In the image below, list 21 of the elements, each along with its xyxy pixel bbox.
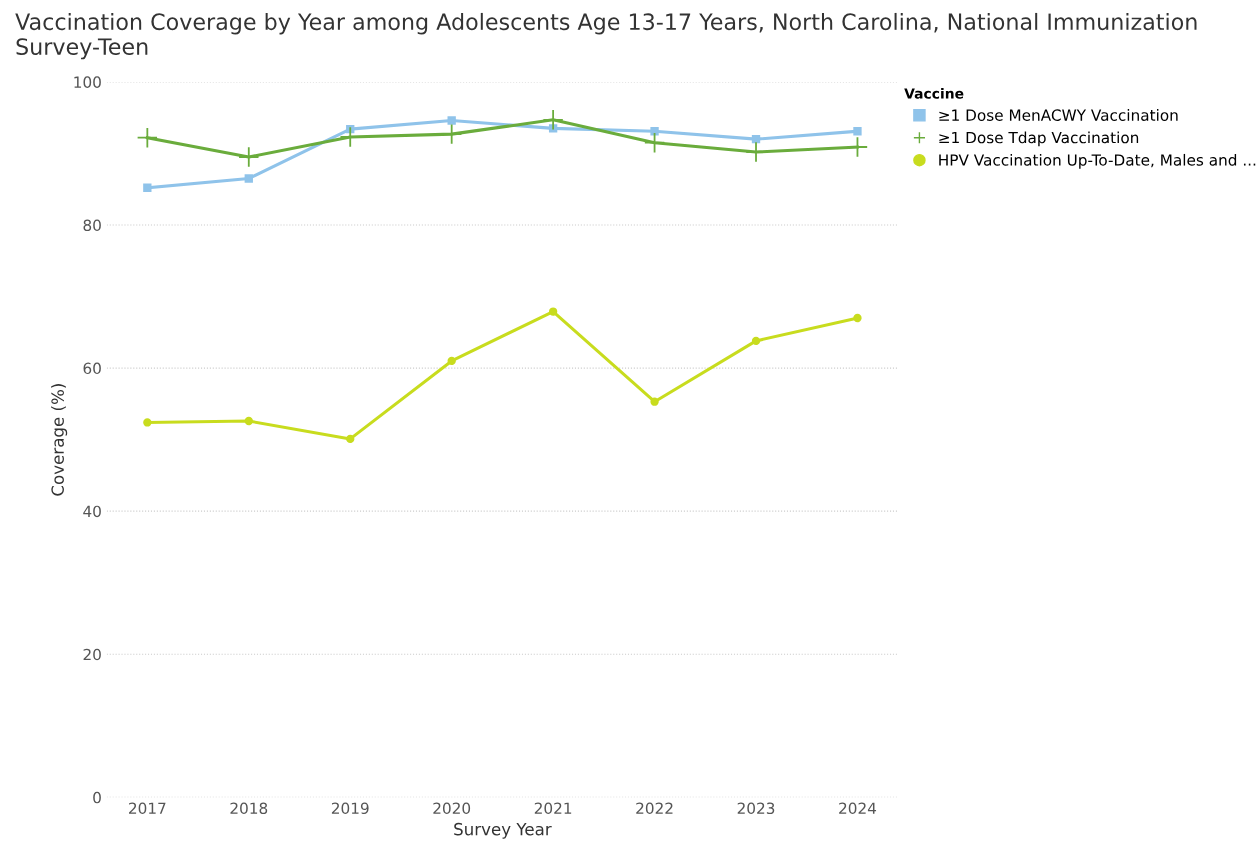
y-tick-label: 0 — [93, 791, 101, 804]
x-tick-label: 2019 — [331, 802, 369, 815]
y-tick-label: 100 — [74, 76, 101, 88]
x-tick-label: 2023 — [737, 802, 775, 815]
y-axis-title: Coverage (%) — [51, 384, 68, 496]
x-tick-label: 2022 — [636, 802, 673, 815]
y-tick-label: 80 — [83, 219, 101, 231]
x-tick-label: 2017 — [129, 802, 166, 815]
legend-label: HPV Vaccination Up-To-Date, Males and ... — [939, 153, 1256, 169]
x-tick-label: 2018 — [230, 802, 268, 815]
x-tick-label: 2024 — [839, 802, 877, 815]
legend-label: ≥1 Dose MenACWY Vaccination — [939, 109, 1178, 121]
x-tick-label: 2020 — [433, 802, 471, 815]
y-tick-label: 40 — [83, 505, 101, 518]
x-tick-label: 2021 — [534, 802, 572, 815]
y-tick-label: 20 — [83, 648, 101, 661]
x-axis-title: Survey Year — [454, 822, 552, 839]
y-tick-label: 60 — [83, 362, 101, 375]
legend-title: Vaccine — [904, 88, 964, 99]
legend-label: ≥1 Dose Tdap Vaccination — [939, 131, 1139, 147]
chart-title: Vaccination Coverage by Year among Adolescents Age 13-17 Years, North Carolina, National Immunization Survey-Teen — [15, 12, 1197, 60]
